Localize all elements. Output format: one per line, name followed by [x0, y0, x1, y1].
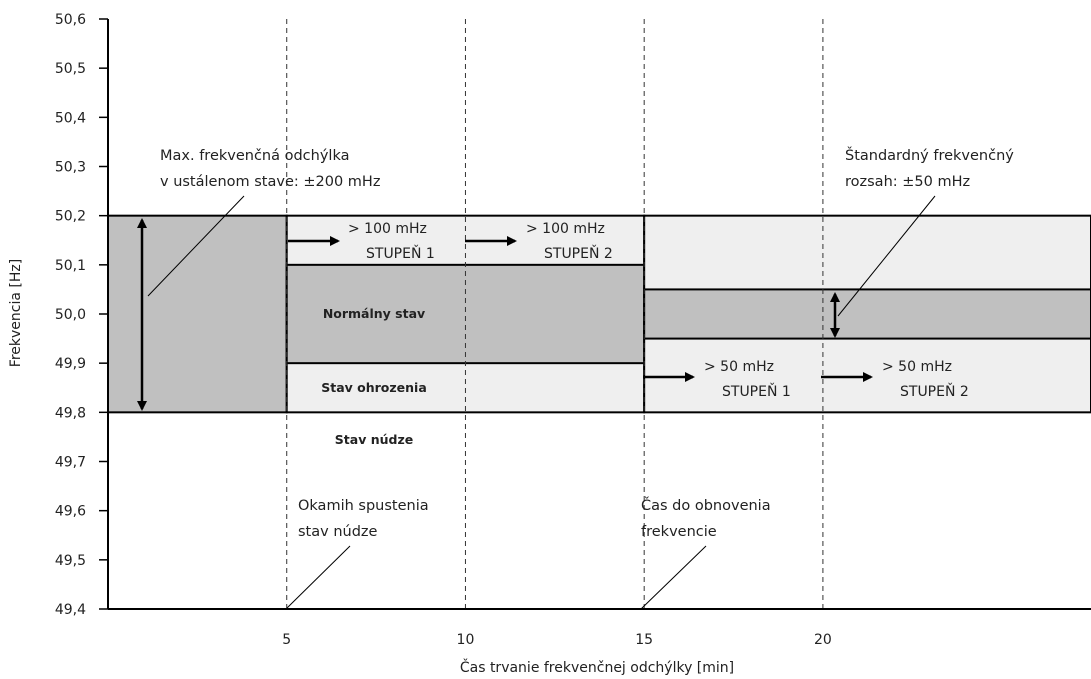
x-axis-title: Čas trvanie frekvenčnej odchýlky [min]: [460, 658, 734, 676]
step-label-4-text: > 50 mHz: [882, 359, 952, 375]
band-4: [643, 288, 1091, 340]
y-tick-label-9: 50,3: [55, 160, 86, 176]
y-tick-label-2: 49,6: [55, 504, 86, 520]
annotation-max-deviation-line1: Max. frekvenčná odchýlka: [160, 148, 349, 164]
y-tick-label-0: 49,4: [55, 602, 86, 618]
annotation-emergency-start-line2: stav núdze: [298, 524, 378, 540]
leader-line-max-deviation: [147, 195, 245, 297]
y-tick-label-12: 50,6: [55, 12, 86, 28]
y-tick-label-5: 49,9: [55, 356, 86, 372]
state-label-normal: Normálny stav: [323, 306, 425, 321]
y-tick-label-6: 50,0: [55, 307, 86, 323]
annotation-max-deviation-line2: v ustálenom stave: ±200 mHz: [160, 174, 380, 190]
y-tick-label-4: 49,8: [55, 405, 86, 421]
step-label-2-text: > 100 mHz: [526, 221, 605, 237]
annotation-standard-range-line2: rozsah: ±50 mHz: [845, 174, 970, 190]
step-label-1-text: > 100 mHz: [348, 221, 427, 237]
annotation-recovery-time-line1: Čas do obnovenia: [641, 496, 771, 514]
y-tick-label-3: 49,7: [55, 455, 86, 471]
y-tick-label-7: 50,1: [55, 258, 86, 274]
y-tick-label-8: 50,2: [55, 209, 86, 225]
leader-line-recovery-time: [640, 545, 707, 610]
step-label-4-stage: STUPEŇ 2: [900, 383, 969, 400]
annotation-recovery-time-line2: frekvencie: [641, 524, 717, 540]
step-label-3-text: > 50 mHz: [704, 359, 774, 375]
step-label-2-stage: STUPEŇ 2: [544, 245, 613, 262]
y-axis-title: Frekvencia [Hz]: [8, 259, 24, 367]
annotation-standard-range-line1: Štandardný frekvenčný: [845, 146, 1014, 164]
x-tick-label-3: 20: [814, 632, 832, 648]
x-tick-label-2: 15: [635, 632, 653, 648]
y-tick-label-1: 49,5: [55, 553, 86, 569]
step-label-3-stage: STUPEŇ 1: [722, 383, 791, 400]
leader-line-standard-range: [837, 195, 936, 317]
state-label-alert: Stav ohrozenia: [321, 380, 427, 395]
y-tick-label-11: 50,5: [55, 61, 86, 77]
x-tick-label-0: 5: [282, 632, 291, 648]
x-tick-label-1: 10: [457, 632, 475, 648]
step-label-1-stage: STUPEŇ 1: [366, 245, 435, 262]
leader-line-emergency-start: [285, 545, 351, 610]
y-tick-label-10: 50,4: [55, 110, 86, 126]
state-label-emergency: Stav núdze: [335, 432, 413, 447]
annotation-emergency-start-line1: Okamih spustenia: [298, 498, 429, 514]
